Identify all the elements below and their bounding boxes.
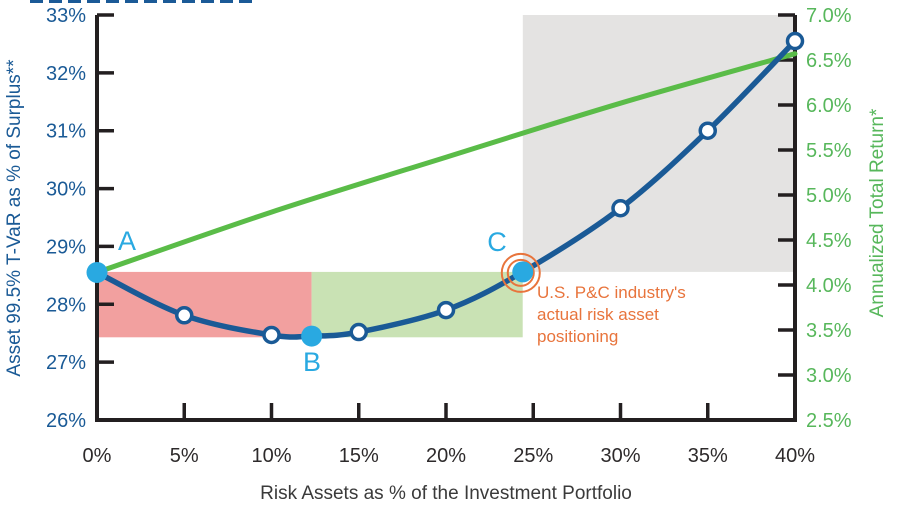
right-tick-label: 5.0% xyxy=(806,185,852,207)
data-point-open xyxy=(262,325,281,345)
annotation-line-1: U.S. P&C industry's xyxy=(537,283,686,302)
point-label-b: B xyxy=(302,347,321,377)
left-tick-label: 26% xyxy=(46,410,86,432)
left-tick-label: 28% xyxy=(46,294,86,316)
right-tick-label: 5.5% xyxy=(806,140,852,162)
annotation-line-2: actual risk asset xyxy=(537,305,659,324)
bullseye-ring xyxy=(500,252,541,293)
right-tick-label: 3.0% xyxy=(806,365,852,387)
right-tick-label: 7.0% xyxy=(806,5,852,27)
x-tick-label: 5% xyxy=(170,445,199,467)
x-tick-label: 15% xyxy=(339,445,379,467)
x-tick-label: 30% xyxy=(600,445,640,467)
x-tick-label: 0% xyxy=(83,445,112,467)
series-annualized-total-return xyxy=(94,51,798,275)
data-point-open xyxy=(611,198,630,218)
bullseye-ring xyxy=(506,258,535,287)
industry-positioning-annotation: U.S. P&C industry's actual risk asset po… xyxy=(537,282,686,348)
left-tick-label: 29% xyxy=(46,236,86,258)
region-green-zone xyxy=(311,271,523,338)
annotation-line-3: positioning xyxy=(537,327,619,346)
left-tick-label: 33% xyxy=(46,5,86,27)
x-tick-label: 10% xyxy=(251,445,291,467)
data-point-open xyxy=(785,31,805,51)
right-tick-label: 3.5% xyxy=(806,320,852,342)
x-axis-title: Risk Assets as % of the Investment Portf… xyxy=(260,483,632,504)
x-tick-label: 35% xyxy=(688,445,728,467)
x-tick-label: 40% xyxy=(775,445,815,467)
region-gray-zone xyxy=(522,15,795,272)
data-point-open xyxy=(698,121,717,140)
data-point-filled-a xyxy=(86,261,108,283)
x-tick-label: 20% xyxy=(426,445,466,467)
data-point-filled-b xyxy=(301,325,323,347)
left-tick-label: 30% xyxy=(46,179,86,201)
right-axis-title: Annualized Total Return* xyxy=(867,108,888,318)
x-tick-label: 25% xyxy=(513,445,553,467)
left-tick-label: 32% xyxy=(46,63,86,85)
right-tick-label: 6.0% xyxy=(806,95,852,117)
cropped-title-remnant xyxy=(30,0,256,3)
data-point-open xyxy=(175,306,194,325)
data-point-filled-c xyxy=(512,261,534,283)
left-axis-title: Asset 99.5% T-VaR as % of Surplus** xyxy=(4,59,25,377)
right-tick-label: 4.5% xyxy=(806,230,852,252)
point-label-c: C xyxy=(487,227,507,257)
data-point-open xyxy=(349,322,368,342)
point-label-a: A xyxy=(117,226,136,256)
right-tick-label: 2.5% xyxy=(806,410,852,432)
left-tick-label: 31% xyxy=(46,121,86,143)
data-point-open xyxy=(436,300,456,320)
region-red-zone xyxy=(97,271,312,338)
left-tick-label: 27% xyxy=(46,352,86,374)
right-tick-label: 4.0% xyxy=(806,275,852,297)
right-tick-label: 6.5% xyxy=(806,50,852,72)
